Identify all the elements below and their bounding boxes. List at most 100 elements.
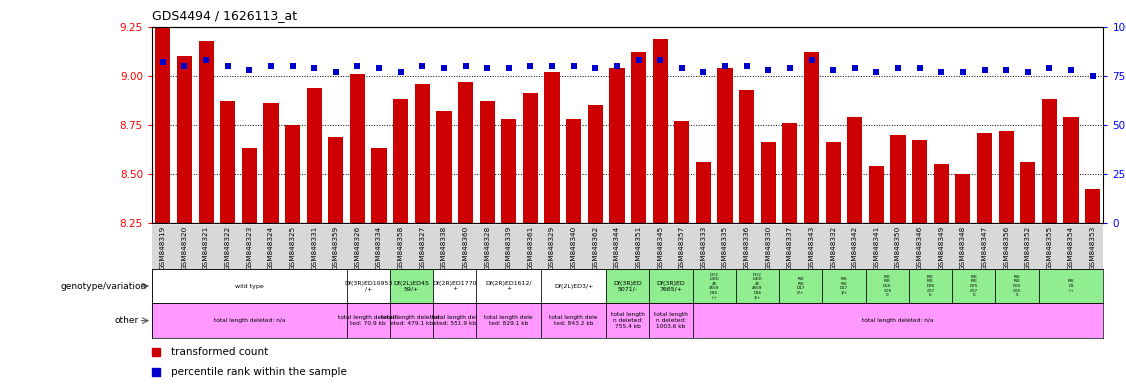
Bar	[220, 101, 235, 223]
Point	[716, 63, 734, 69]
Text: Df(2L)ED3/+: Df(2L)ED3/+	[554, 283, 593, 289]
Bar	[588, 105, 602, 223]
Bar	[1020, 162, 1036, 223]
Text: R/E
R/E
D17
0/+: R/E R/E D17 0/+	[796, 277, 805, 295]
Point	[1062, 67, 1080, 73]
Bar	[609, 68, 625, 223]
Bar	[152, 269, 347, 303]
Text: GSM848345: GSM848345	[658, 226, 663, 270]
Bar	[909, 269, 953, 303]
Point	[479, 65, 497, 71]
Text: GSM848323: GSM848323	[247, 226, 252, 270]
Text: GSM848336: GSM848336	[743, 226, 750, 270]
Text: GSM848332: GSM848332	[830, 226, 837, 270]
Bar	[177, 56, 193, 223]
Bar	[822, 269, 866, 303]
Bar	[242, 148, 257, 223]
Text: Df(3R)ED
5071/-: Df(3R)ED 5071/-	[614, 281, 642, 291]
Point	[824, 67, 842, 73]
Text: Df(2L)ED45
59/+: Df(2L)ED45 59/+	[394, 281, 429, 291]
Text: GSM848334: GSM848334	[376, 226, 382, 270]
Bar	[999, 131, 1013, 223]
Point	[608, 63, 626, 69]
Bar	[955, 174, 971, 223]
Text: GSM848355: GSM848355	[1046, 226, 1053, 270]
Point	[998, 67, 1016, 73]
Text: GSM848357: GSM848357	[679, 226, 685, 270]
Text: R/E
R/E
D76
/D7
6: R/E R/E D76 /D7 6	[927, 275, 935, 297]
Text: R/E
R/E
D75
/D7
5: R/E R/E D75 /D7 5	[969, 275, 977, 297]
Text: GSM848347: GSM848347	[982, 226, 988, 270]
Text: R/E
R/E
D17
1/+: R/E R/E D17 1/+	[840, 277, 848, 295]
Bar	[717, 68, 733, 223]
Point	[695, 69, 713, 75]
Text: GSM848346: GSM848346	[917, 226, 922, 270]
Point	[911, 65, 929, 71]
Text: GSM848352: GSM848352	[1025, 226, 1030, 270]
Point	[154, 59, 172, 65]
Text: GSM848362: GSM848362	[592, 226, 598, 270]
Bar	[847, 117, 863, 223]
Text: GSM848329: GSM848329	[549, 226, 555, 270]
Bar	[736, 269, 779, 303]
Point	[673, 65, 691, 71]
Bar	[522, 93, 538, 223]
Bar	[372, 148, 386, 223]
Point	[262, 63, 280, 69]
Bar	[804, 52, 819, 223]
Bar	[779, 269, 822, 303]
Point	[890, 65, 908, 71]
Point	[284, 63, 302, 69]
Text: GSM848359: GSM848359	[333, 226, 339, 270]
Point	[1019, 69, 1037, 75]
Point	[587, 65, 605, 71]
Text: GSM848325: GSM848325	[289, 226, 295, 270]
Bar	[390, 269, 434, 303]
Point	[348, 63, 366, 69]
Text: total length deleted:
eted: 479.1 kb: total length deleted: eted: 479.1 kb	[382, 315, 441, 326]
Text: GSM848350: GSM848350	[895, 226, 901, 270]
Bar	[434, 269, 476, 303]
Text: GSM848354: GSM848354	[1069, 226, 1074, 270]
Bar	[306, 88, 322, 223]
Text: Df(3R)ED10953
/+: Df(3R)ED10953 /+	[345, 281, 393, 291]
Text: total length del
eted: 551.9 kb: total length del eted: 551.9 kb	[432, 315, 477, 326]
Bar	[891, 135, 905, 223]
Text: GSM848331: GSM848331	[311, 226, 318, 270]
Bar	[347, 269, 390, 303]
Bar	[434, 303, 476, 338]
Text: wild type: wild type	[235, 283, 263, 289]
Point	[846, 65, 864, 71]
Text: GSM848343: GSM848343	[808, 226, 814, 270]
Point	[975, 67, 993, 73]
Bar	[692, 269, 736, 303]
Point	[781, 65, 799, 71]
Point	[500, 65, 518, 71]
Point	[521, 63, 539, 69]
Point	[867, 69, 885, 75]
Point	[651, 57, 669, 63]
Text: genotype/variation: genotype/variation	[60, 281, 146, 291]
Bar	[347, 303, 390, 338]
Text: Df(3R)ED
7665/+: Df(3R)ED 7665/+	[656, 281, 686, 291]
Point	[370, 65, 388, 71]
Text: Df(2R)ED1612/
+: Df(2R)ED1612/ +	[485, 281, 533, 291]
Point	[1083, 73, 1101, 79]
Text: other: other	[114, 316, 138, 325]
Text: total length deleted: n/a: total length deleted: n/a	[214, 318, 285, 323]
Bar	[933, 164, 949, 223]
Bar	[480, 101, 494, 223]
Point	[396, 262, 414, 268]
Point	[738, 63, 756, 69]
Text: GSM848339: GSM848339	[506, 226, 512, 270]
Point	[435, 65, 453, 71]
Point	[413, 63, 431, 69]
Bar	[696, 162, 711, 223]
Text: GSM848333: GSM848333	[700, 226, 706, 270]
Bar	[650, 303, 692, 338]
Bar	[542, 269, 606, 303]
Text: Df(2
L)ED
45
4559
D45
/+: Df(2 L)ED 45 4559 D45 /+	[709, 273, 720, 300]
Text: GSM848349: GSM848349	[938, 226, 945, 270]
Text: total length deleted:
ted: 70.9 kb: total length deleted: ted: 70.9 kb	[338, 315, 399, 326]
Bar	[1038, 269, 1103, 303]
